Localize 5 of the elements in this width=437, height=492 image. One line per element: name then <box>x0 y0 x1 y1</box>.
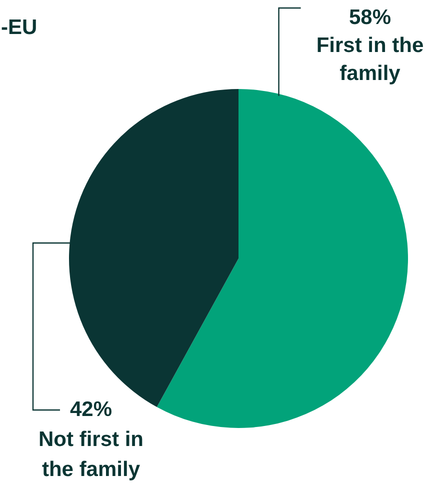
data-label: 58% <box>348 6 392 29</box>
data-label: 42% <box>70 398 112 421</box>
chart-title: -EU <box>1 16 38 40</box>
slice-label: First in the family <box>316 34 424 85</box>
slice-label: Not first in the family <box>38 428 144 481</box>
